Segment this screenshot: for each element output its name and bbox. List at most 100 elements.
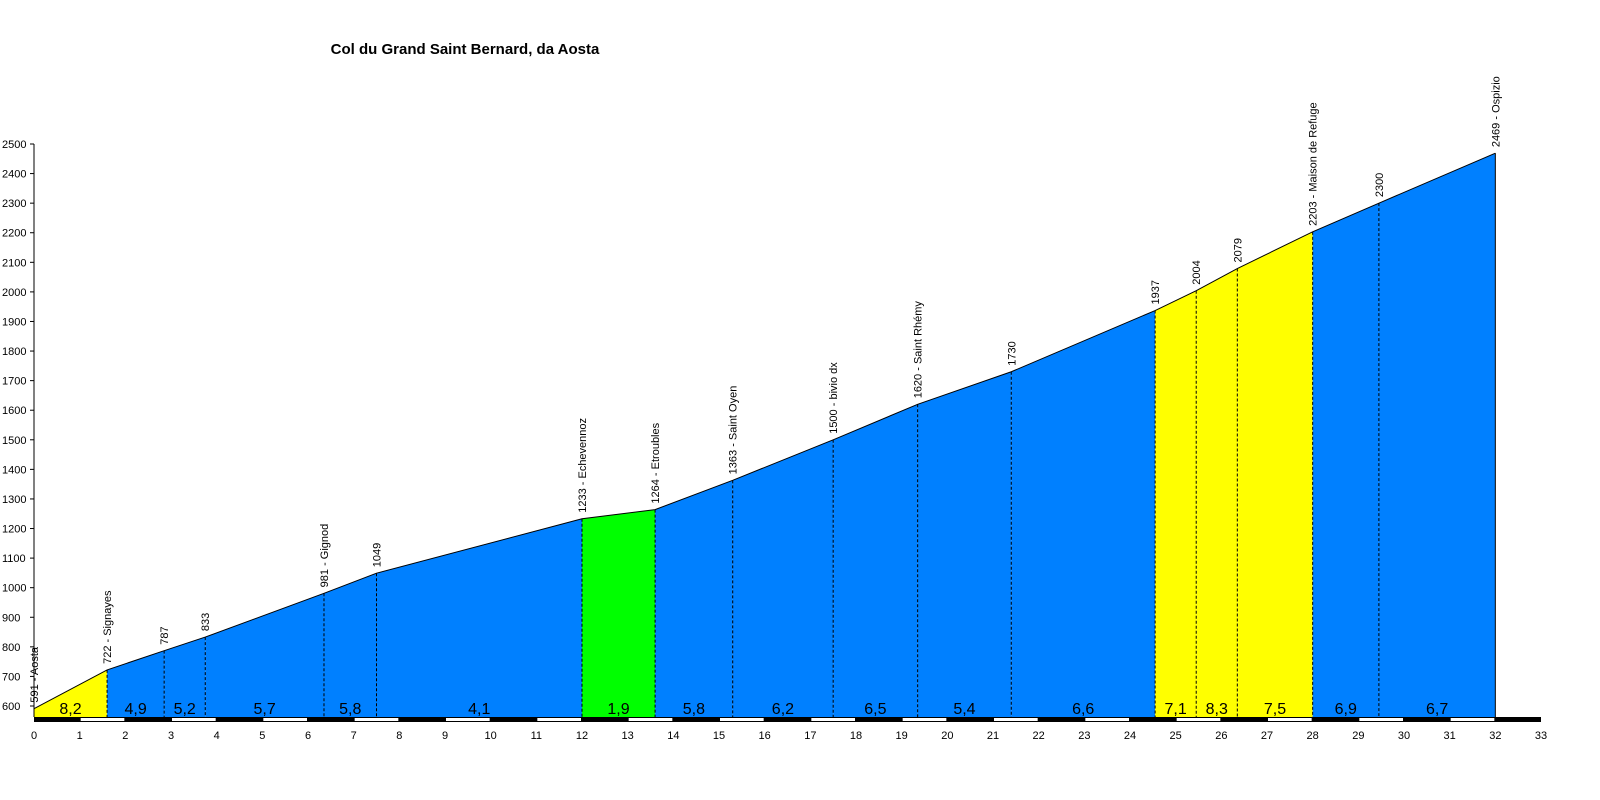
grade-label: 5,4 xyxy=(953,701,975,718)
area-segment xyxy=(1011,310,1156,717)
grade-label: 6,2 xyxy=(772,701,794,718)
grade-label: 4,9 xyxy=(124,701,146,718)
x-tick-label: 19 xyxy=(896,730,908,742)
x-tick-label: 0 xyxy=(31,730,37,742)
x-tick-label: 11 xyxy=(531,730,542,742)
point-label: 1264 - Etroubles xyxy=(650,422,662,503)
x-tick-label: 1 xyxy=(77,730,83,742)
x-tick-label: 29 xyxy=(1352,730,1364,742)
x-tick-label: 13 xyxy=(622,730,634,742)
point-label: 1730 xyxy=(1006,341,1018,365)
y-tick-label: 1400 xyxy=(2,464,26,476)
x-tick-label: 26 xyxy=(1215,730,1227,742)
x-tick-label: 3 xyxy=(168,730,174,742)
x-tick-label: 21 xyxy=(987,730,999,742)
x-axis-band-segment xyxy=(720,718,764,721)
x-tick-label: 24 xyxy=(1124,730,1136,742)
area-segment xyxy=(1312,203,1379,717)
y-tick-label: 2000 xyxy=(2,287,26,299)
point-label: 1049 xyxy=(372,543,384,567)
y-axis: 600 700 800 900 1000 1100 1200 1300 1400 1500 1600… xyxy=(2,139,35,717)
area-segment xyxy=(164,637,206,717)
point-label: 1233 - Echevennoz xyxy=(577,418,589,513)
x-tick-label: 25 xyxy=(1170,730,1182,742)
point-label: 2004 xyxy=(1191,260,1203,284)
x-tick-label: 18 xyxy=(850,730,862,742)
x-axis-band-segment xyxy=(902,718,947,721)
point-label: 833 xyxy=(200,613,212,631)
grade-label: 6,6 xyxy=(1072,701,1094,718)
x-axis-band-segment xyxy=(1176,718,1221,721)
x-axis-band-segment xyxy=(1085,718,1129,721)
x-axis-band-segment xyxy=(628,718,673,721)
grade-label: 4,1 xyxy=(468,701,490,718)
y-tick-label: 1900 xyxy=(2,316,26,328)
x-tick-label: 7 xyxy=(351,730,357,742)
y-tick-label: 1500 xyxy=(2,435,26,447)
x-tick-label: 10 xyxy=(485,730,497,742)
area-segments xyxy=(34,153,1496,717)
area-segment xyxy=(376,518,582,717)
x-axis-band-segment xyxy=(80,718,125,721)
x-tick-label: 30 xyxy=(1398,730,1410,742)
x-axis-band-segment xyxy=(172,718,216,721)
x-tick-label: 6 xyxy=(305,730,311,742)
point-label: 1363 - Saint Oyen xyxy=(728,386,740,475)
x-tick-label: 9 xyxy=(442,730,448,742)
grade-label: 7,1 xyxy=(1165,701,1187,718)
y-tick-label: 1000 xyxy=(2,583,26,595)
grade-label: 7,5 xyxy=(1264,701,1286,718)
x-tick-label: 22 xyxy=(1033,730,1045,742)
grade-label: 1,9 xyxy=(607,701,629,718)
point-label: 591 - Aosta xyxy=(29,646,41,703)
x-tick-label: 17 xyxy=(804,730,816,742)
x-tick-label: 32 xyxy=(1489,730,1501,742)
y-tick-label: 1700 xyxy=(2,376,26,388)
x-tick-label: 31 xyxy=(1444,730,1456,742)
y-tick-label: 700 xyxy=(2,671,20,683)
y-tick-label: 1100 xyxy=(2,553,26,565)
area-segment xyxy=(1378,153,1496,717)
y-tick-label: 1300 xyxy=(2,494,26,506)
x-axis-band xyxy=(34,717,1541,722)
x-axis-band-segment xyxy=(537,718,581,721)
profile-line xyxy=(33,152,1496,710)
point-label: 1500 - bivio dx xyxy=(828,362,840,434)
area-segment xyxy=(917,371,1012,717)
x-tick-label: 4 xyxy=(214,730,220,742)
area-segment xyxy=(732,439,834,717)
area-segment xyxy=(582,509,656,717)
y-tick-label: 900 xyxy=(2,612,20,624)
point-label: 787 xyxy=(159,626,171,644)
y-tick-label: 1800 xyxy=(2,346,26,358)
x-tick-label: 23 xyxy=(1078,730,1090,742)
x-axis: 0 1 2 3 4 5 6 7 8 9 10 11 12 13 14 15 16 17 18 19 20 21 22 23 24… xyxy=(31,717,1547,742)
grade-label: 6,9 xyxy=(1335,701,1357,718)
point-label: 1620 - Saint Rhémy xyxy=(913,301,925,399)
area-segment xyxy=(323,573,377,717)
x-tick-label: 12 xyxy=(576,730,588,742)
x-axis-band-segment xyxy=(811,718,855,721)
y-tick-label: 2300 xyxy=(2,198,26,210)
chart-title: Col du Grand Saint Bernard, da Aosta xyxy=(331,41,600,58)
grade-label: 5,2 xyxy=(174,701,196,718)
point-labels: 591 - Aosta 722 - Signayes 787 833 981 - Gig… xyxy=(29,76,1502,702)
x-tick-label: 20 xyxy=(941,730,953,742)
x-tick-label: 15 xyxy=(713,730,725,742)
x-tick-label: 16 xyxy=(759,730,771,742)
point-label: 2079 xyxy=(1232,238,1244,262)
x-axis-band-segment xyxy=(1268,718,1312,721)
area-segment xyxy=(107,650,165,717)
y-tick-label: 1600 xyxy=(2,405,26,417)
x-axis-band-segment xyxy=(1450,718,1495,721)
area-segment xyxy=(655,480,733,717)
x-tick-label: 33 xyxy=(1535,730,1547,742)
point-label: 2300 xyxy=(1374,173,1386,197)
area-segment xyxy=(1196,268,1238,717)
x-tick-label: 14 xyxy=(667,730,679,742)
x-tick-label: 28 xyxy=(1307,730,1319,742)
grade-label: 5,8 xyxy=(339,701,361,718)
y-tick-label: 600 xyxy=(2,701,20,713)
grade-label: 6,7 xyxy=(1426,701,1448,718)
x-axis-band-segment xyxy=(263,718,307,721)
